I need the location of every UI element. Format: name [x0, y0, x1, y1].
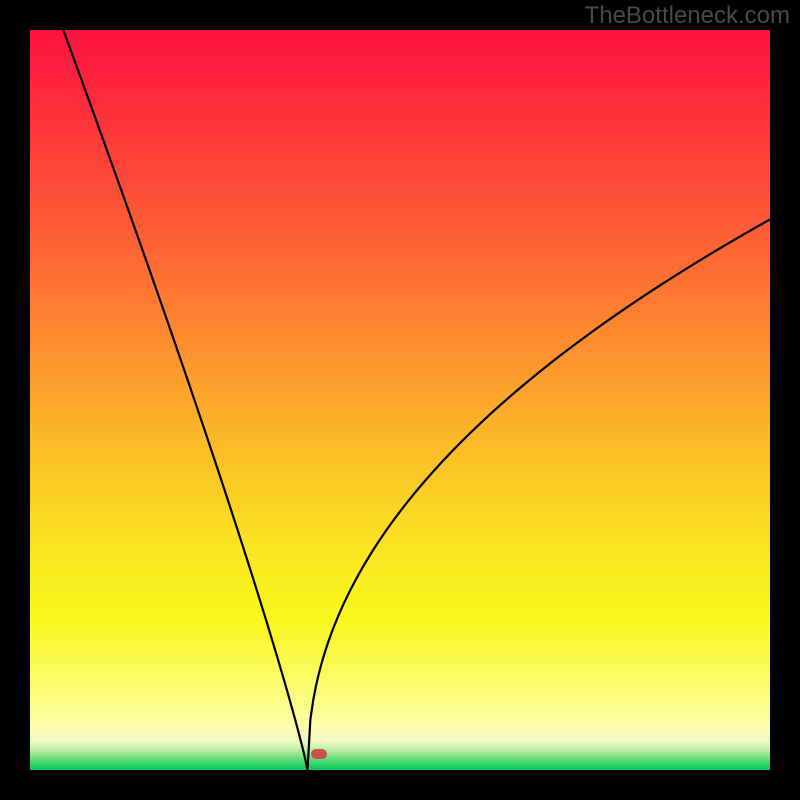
- bottleneck-curve: [30, 30, 770, 770]
- optimum-marker: [311, 749, 327, 759]
- watermark-label: TheBottleneck.com: [585, 2, 790, 30]
- chart-plot-area: [30, 30, 770, 770]
